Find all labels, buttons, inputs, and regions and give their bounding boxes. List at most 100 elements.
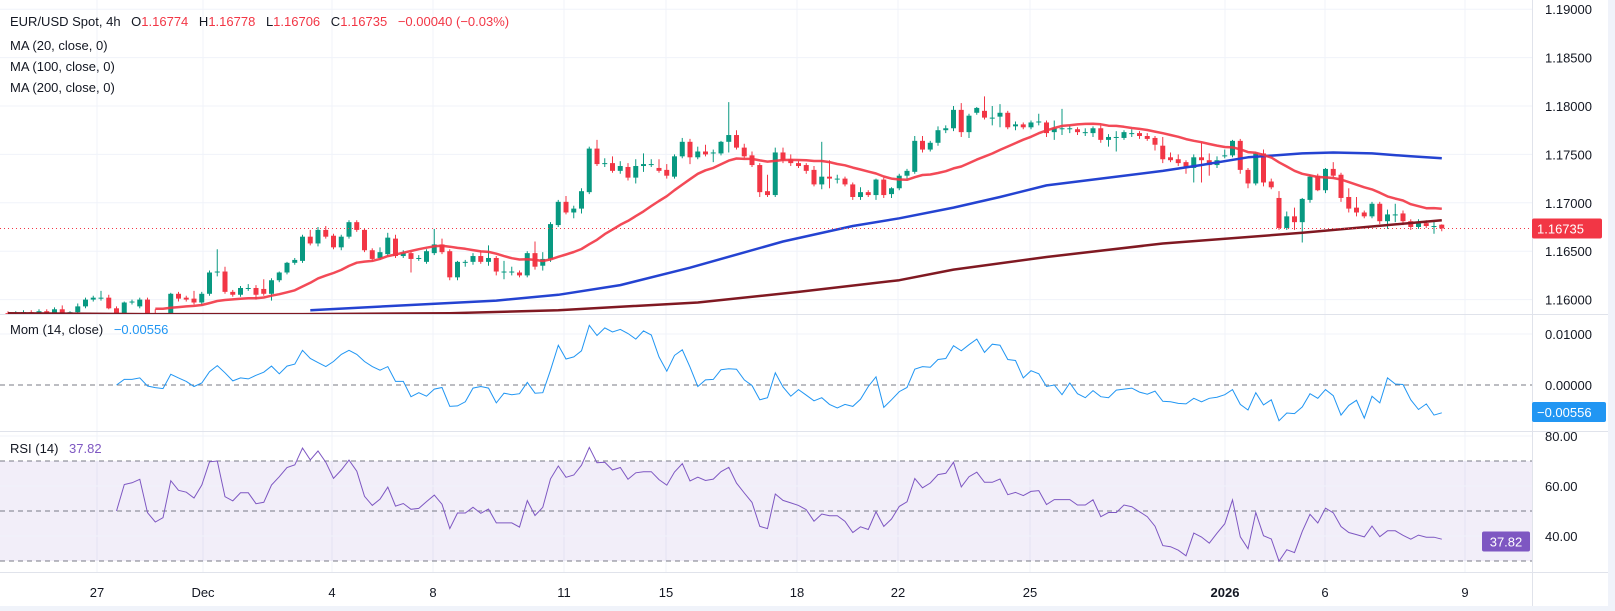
rsi-legend[interactable]: RSI (14) 37.82	[10, 441, 102, 457]
ma100-line[interactable]	[310, 151, 1442, 312]
candle-up[interactable]	[284, 261, 290, 275]
candle-up[interactable]	[207, 270, 212, 296]
candle-up[interactable]	[1059, 108, 1065, 136]
candle-down[interactable]	[765, 174, 770, 197]
candle-up[interactable]	[1121, 130, 1127, 140]
candle-down[interactable]	[261, 279, 267, 296]
candle-down[interactable]	[865, 190, 871, 197]
momentum-line[interactable]	[116, 324, 1442, 422]
candle-down[interactable]	[183, 295, 189, 302]
candle-up[interactable]	[238, 286, 243, 297]
candle-up[interactable]	[83, 297, 88, 309]
candle-up[interactable]	[431, 228, 437, 256]
candle-down[interactable]	[982, 96, 987, 120]
candle-down[interactable]	[1346, 188, 1352, 213]
candle-up[interactable]	[90, 295, 96, 302]
candle-up[interactable]	[300, 234, 305, 263]
candle-down[interactable]	[114, 306, 119, 317]
candle-down[interactable]	[44, 309, 50, 315]
candle-down[interactable]	[703, 144, 708, 157]
candle-down[interactable]	[59, 305, 65, 316]
candle-up[interactable]	[199, 291, 205, 306]
momentum-pane[interactable]	[0, 324, 1532, 422]
candle-down[interactable]	[842, 176, 848, 187]
candle-up[interactable]	[1369, 201, 1375, 219]
candle-up[interactable]	[338, 234, 344, 251]
candle-down[interactable]	[734, 130, 739, 150]
candle-down[interactable]	[1137, 131, 1142, 139]
candle-down[interactable]	[757, 163, 763, 197]
candle-down[interactable]	[664, 164, 670, 179]
ma100-legend[interactable]: MA (100, close, 0)	[10, 59, 115, 74]
candle-down[interactable]	[1330, 162, 1336, 178]
candle-down[interactable]	[191, 290, 197, 305]
candle-down[interactable]	[354, 220, 360, 232]
symbol-title[interactable]: EUR/USD Spot, 4h	[10, 14, 121, 29]
candle-down[interactable]	[687, 138, 693, 165]
candle-down[interactable]	[1044, 120, 1049, 137]
candle-up[interactable]	[943, 125, 949, 134]
candle-down[interactable]	[145, 297, 150, 315]
candle-up[interactable]	[1113, 131, 1119, 152]
candle-down[interactable]	[408, 251, 414, 273]
candle-down[interactable]	[478, 251, 484, 264]
candle-up[interactable]	[1416, 219, 1421, 229]
candle-up[interactable]	[989, 106, 995, 126]
candle-up[interactable]	[509, 266, 515, 276]
candle-down[interactable]	[563, 196, 569, 215]
candle-down[interactable]	[230, 289, 236, 297]
candle-down[interactable]	[1292, 207, 1297, 230]
candle-up[interactable]	[617, 161, 623, 174]
candle-up[interactable]	[1090, 126, 1096, 137]
candle-up[interactable]	[858, 187, 863, 200]
candle-down[interactable]	[811, 166, 817, 187]
candle-up[interactable]	[1222, 149, 1228, 159]
candle-down[interactable]	[610, 156, 615, 173]
candle-up[interactable]	[276, 271, 282, 283]
candle-up[interactable]	[695, 146, 701, 160]
candle-down[interactable]	[1020, 122, 1026, 130]
candle-down[interactable]	[1075, 127, 1080, 136]
candle-up[interactable]	[819, 141, 825, 190]
candle-down[interactable]	[1160, 136, 1166, 164]
candle-up[interactable]	[1191, 154, 1197, 183]
candle-up[interactable]	[315, 227, 321, 247]
candle-up[interactable]	[896, 173, 902, 191]
candle-down[interactable]	[1361, 210, 1367, 219]
candle-down[interactable]	[106, 294, 112, 310]
candle-up[interactable]	[455, 260, 460, 281]
candle-down[interactable]	[920, 136, 925, 153]
candle-up[interactable]	[672, 154, 677, 179]
candle-down[interactable]	[594, 139, 600, 167]
candle-up[interactable]	[772, 147, 778, 197]
candle-up[interactable]	[137, 297, 143, 309]
candle-up[interactable]	[470, 253, 476, 265]
candle-up[interactable]	[935, 126, 941, 146]
candle-down[interactable]	[1276, 191, 1282, 230]
candle-up[interactable]	[951, 106, 956, 132]
candle-down[interactable]	[1199, 142, 1204, 183]
candle-up[interactable]	[726, 102, 732, 153]
candle-down[interactable]	[881, 177, 887, 198]
candle-down[interactable]	[517, 270, 522, 278]
candle-up[interactable]	[214, 249, 220, 277]
candle-down[interactable]	[222, 266, 228, 294]
rsi-line[interactable]	[116, 446, 1442, 563]
candle-up[interactable]	[292, 257, 298, 265]
momentum-legend[interactable]: Mom (14, close) −0.00556	[10, 322, 168, 338]
candle-up[interactable]	[648, 159, 654, 167]
candle-down[interactable]	[323, 226, 329, 239]
candle-down[interactable]	[1098, 125, 1104, 143]
candle-up[interactable]	[129, 299, 135, 305]
candle-up[interactable]	[1067, 125, 1073, 134]
candle-up[interactable]	[1036, 113, 1042, 126]
candle-up[interactable]	[1051, 120, 1057, 140]
candle-up[interactable]	[633, 159, 639, 184]
candle-up[interactable]	[548, 222, 553, 262]
candle-up[interactable]	[974, 106, 980, 115]
candle-down[interactable]	[1439, 224, 1445, 232]
ma200-legend[interactable]: MA (200, close, 0)	[10, 80, 115, 95]
candle-down[interactable]	[1152, 136, 1158, 151]
candle-up[interactable]	[966, 113, 972, 138]
candle-up[interactable]	[121, 301, 127, 317]
